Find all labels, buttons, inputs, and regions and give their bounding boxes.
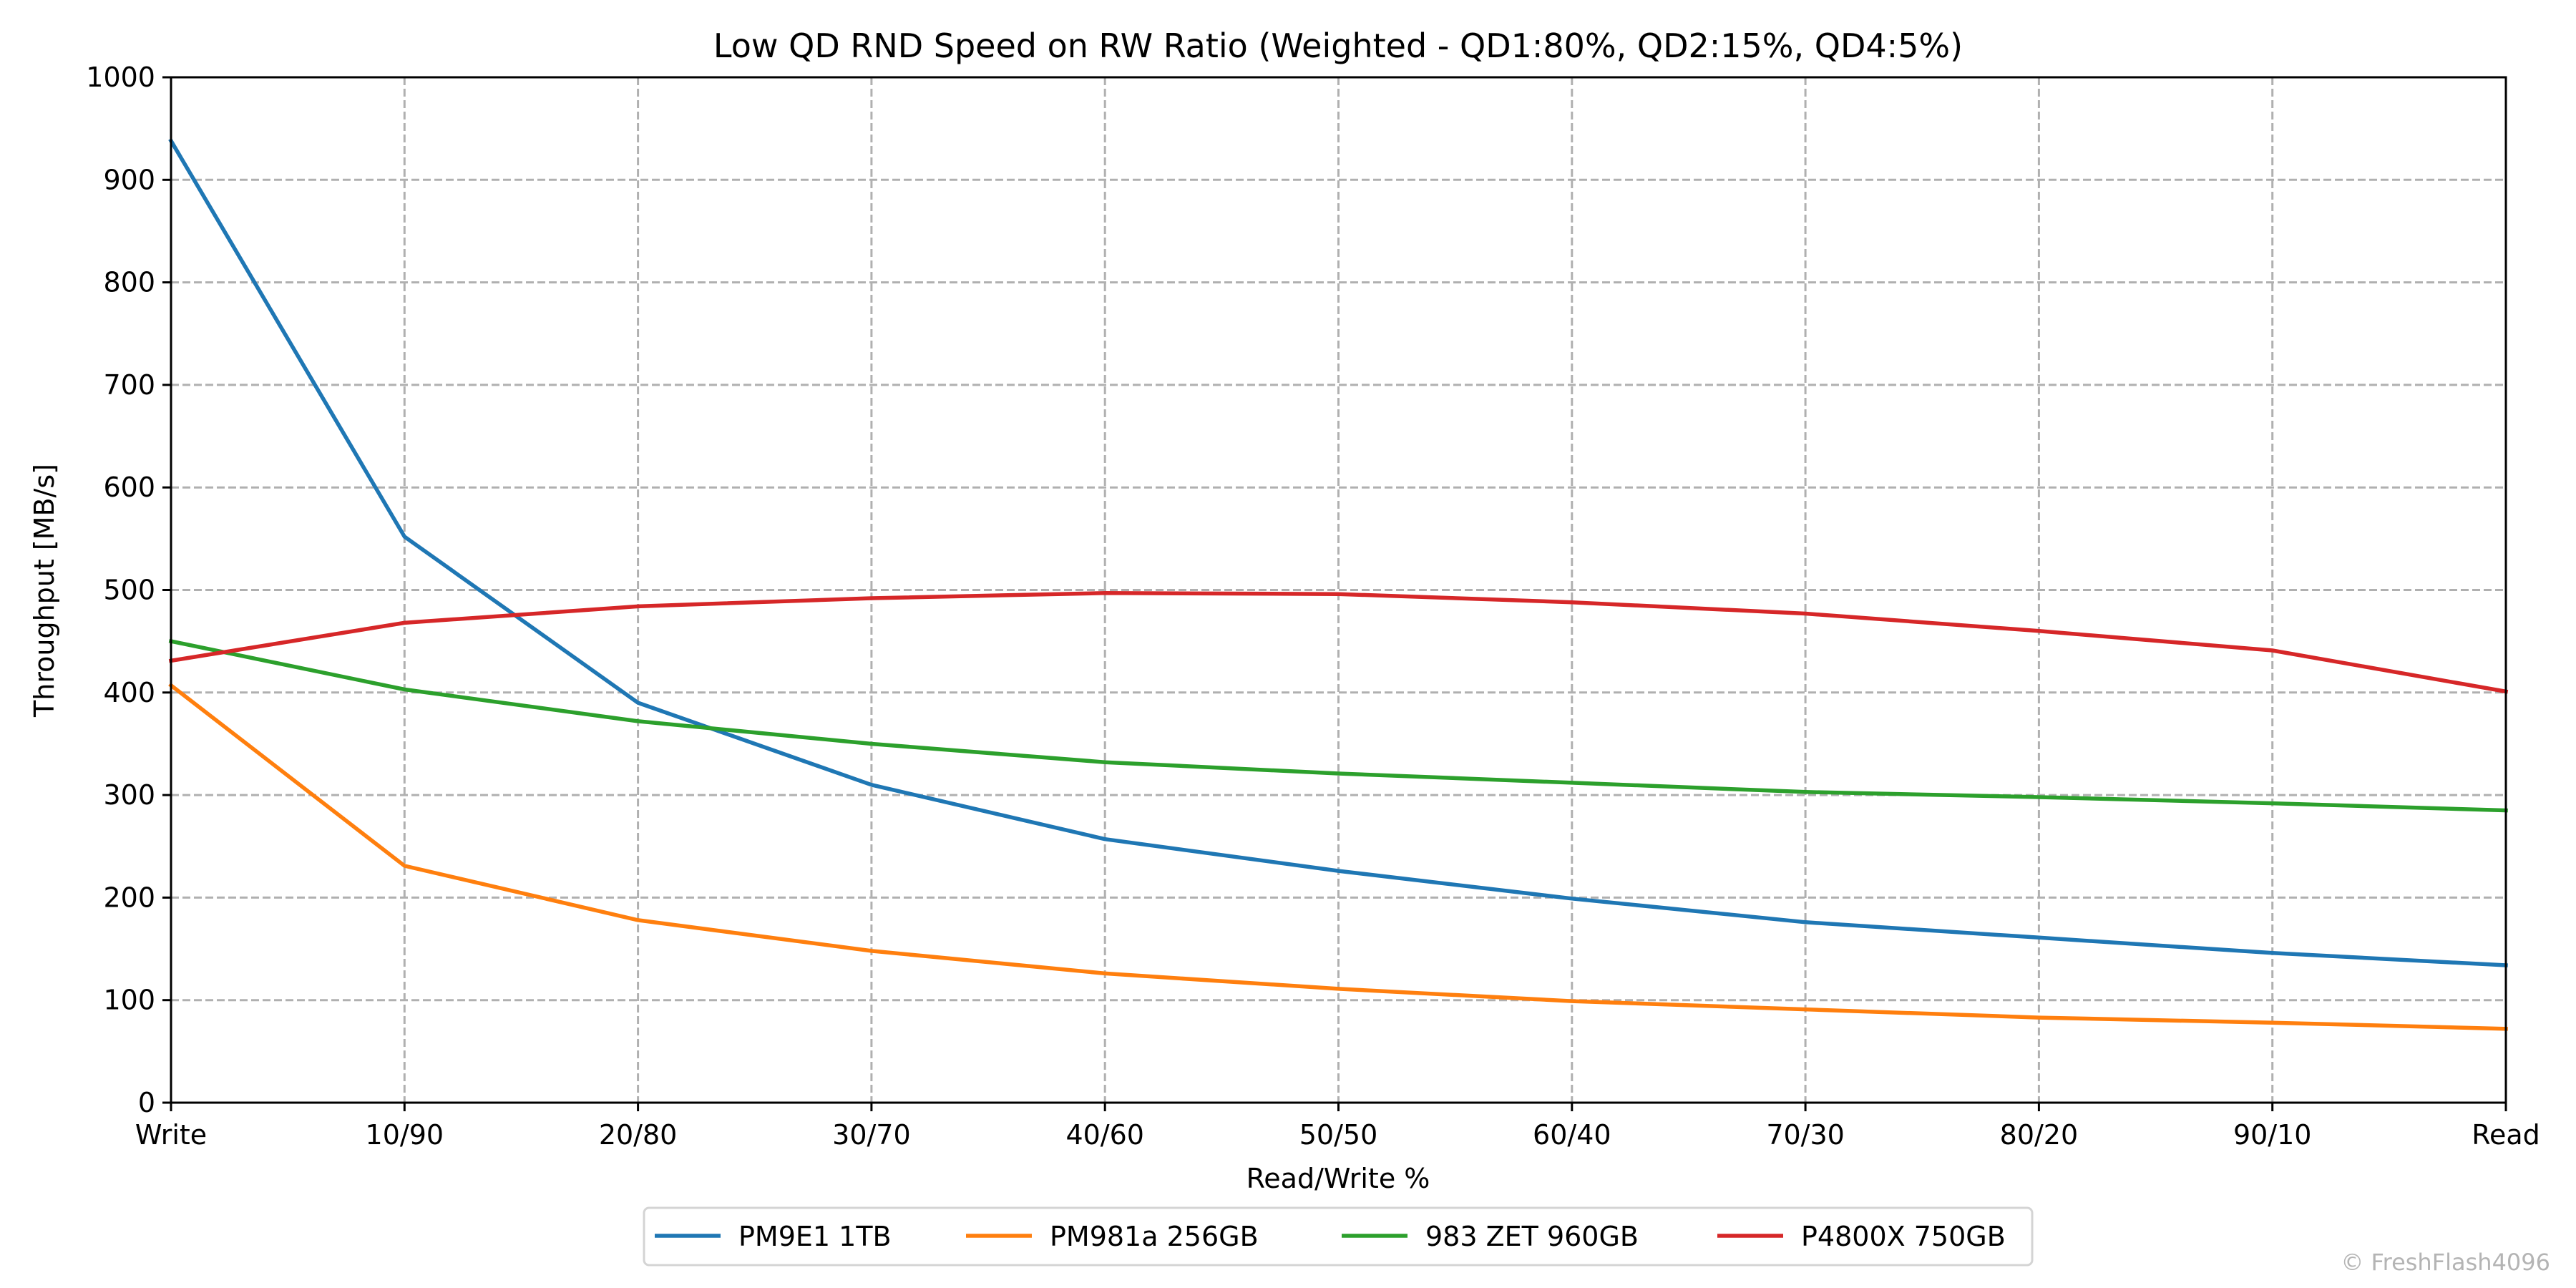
legend-label: PM981a 256GB (1050, 1221, 1259, 1252)
y-tick-label: 300 (103, 779, 155, 811)
y-tick-label: 0 (138, 1087, 155, 1118)
series-line-2 (168, 638, 2508, 813)
legend-label: P4800X 750GB (1801, 1221, 2006, 1252)
y-tick-label: 500 (103, 575, 155, 606)
legend-item: PM9E1 1TB (655, 1221, 892, 1252)
watermark: © FreshFlash4096 (2341, 1249, 2550, 1276)
legend-item: PM981a 256GB (966, 1221, 1259, 1252)
y-tick-label: 900 (103, 164, 155, 195)
x-tick-label: 50/50 (1299, 1119, 1378, 1151)
y-tick-label: 1000 (86, 62, 155, 93)
x-axis-label: Read/Write % (1246, 1163, 1430, 1194)
series-line-0 (168, 138, 2508, 967)
series-line-1 (168, 682, 2508, 1031)
y-tick-labels: 0 100 200 300 400 500 600 700 800 900 1000 (86, 62, 155, 1118)
legend-item: 983 ZET 960GB (1342, 1221, 1639, 1252)
legend: PM9E1 1TB PM981a 256GB 983 ZET 960GB P4800X… (643, 1206, 2034, 1267)
legend-item: P4800X 750GB (1717, 1221, 2006, 1252)
y-tick-label: 100 (103, 985, 155, 1016)
x-tick-label: 80/20 (2000, 1119, 2079, 1151)
x-tick-label: 70/30 (1766, 1119, 1845, 1151)
x-tick-labels: Write 10/90 20/80 30/70 40/60 50/50 60/40 70/30… (135, 1119, 2540, 1151)
y-tick-label: 700 (103, 369, 155, 401)
x-tick-label: Write (135, 1119, 207, 1151)
legend-label: PM9E1 1TB (738, 1221, 892, 1252)
series-line-3 (168, 591, 2509, 694)
axes-layer (162, 76, 2507, 1111)
y-tick-label: 400 (103, 677, 155, 708)
chart-title: Low QD RND Speed on RW Ratio (Weighted -… (713, 26, 1963, 65)
x-tick-label: 30/70 (832, 1119, 911, 1151)
legend-frame (643, 1206, 2034, 1267)
y-tick-label: 200 (103, 882, 155, 913)
y-tick-label: 800 (103, 267, 155, 298)
x-tick-label: Read (2472, 1119, 2540, 1151)
x-tick-label: 90/10 (2233, 1119, 2312, 1151)
plot-frame (170, 76, 2507, 1104)
x-tick-label: 10/90 (366, 1119, 444, 1151)
x-tick-label: 20/80 (599, 1119, 678, 1151)
y-tick-label: 600 (103, 472, 155, 503)
x-tick-label: 40/60 (1065, 1119, 1144, 1151)
y-axis-label: Throughput [MB/s] (29, 464, 60, 718)
series-layer (168, 138, 2509, 1031)
grid-layer (171, 77, 2506, 1103)
legend-label: 983 ZET 960GB (1425, 1221, 1639, 1252)
x-tick-label: 60/40 (1533, 1119, 1611, 1151)
